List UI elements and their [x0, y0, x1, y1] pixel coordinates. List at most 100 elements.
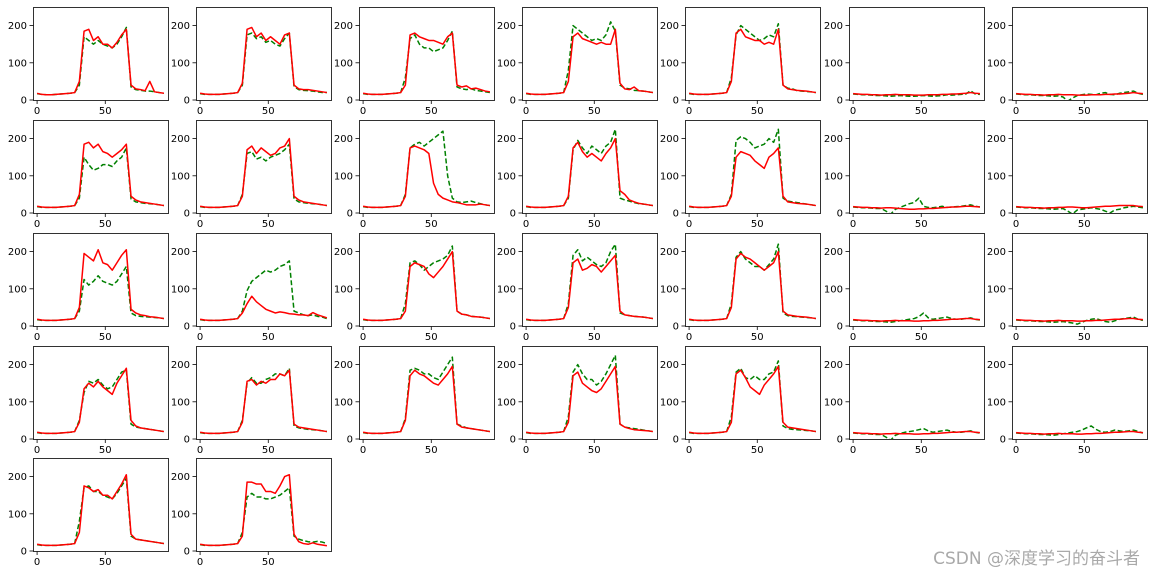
series-green: [525, 128, 654, 209]
series-green: [853, 427, 981, 439]
x-tick-label: 50: [425, 106, 438, 117]
x-tick-label: 50: [915, 106, 928, 117]
x-tick-label: 50: [262, 219, 275, 230]
x-tick-label: 50: [588, 219, 601, 230]
series-green: [362, 245, 491, 322]
x-tick-label: 0: [850, 445, 856, 456]
panel-19: 0 100 200 0 50: [660, 233, 821, 343]
series-red: [1016, 430, 1143, 435]
axes-frame: [685, 7, 821, 101]
x-tick-label: 0: [1013, 332, 1019, 343]
y-tick-label: 200: [334, 134, 353, 145]
panel-21: 0 100 200 0 50: [987, 233, 1148, 343]
series-green: [199, 260, 328, 322]
y-tick-label: 100: [8, 284, 27, 295]
y-tick-label: 200: [171, 21, 190, 32]
y-tick-label: 0: [1000, 209, 1006, 220]
panel-25: 0 100 200 0 50: [497, 346, 658, 456]
x-tick-label: 50: [915, 219, 928, 230]
panel-20: 0 100 200 0 50: [824, 233, 985, 343]
series-red: [1016, 91, 1143, 96]
y-tick-label: 200: [8, 360, 27, 371]
panel-24: 0 100 200 0 50: [334, 346, 495, 456]
panel-8: 0 100 200 0 50: [8, 120, 169, 230]
x-tick-label: 0: [360, 332, 366, 343]
y-tick-label: 0: [510, 96, 516, 107]
panel-10: 0 100 200 0 50: [334, 120, 495, 230]
x-tick-label: 0: [850, 219, 856, 230]
y-tick-label: 200: [8, 134, 27, 145]
x-tick-label: 50: [425, 445, 438, 456]
y-tick-label: 200: [987, 134, 1006, 145]
y-tick-label: 0: [510, 209, 516, 220]
x-tick-label: 50: [99, 557, 112, 568]
axes-frame: [849, 120, 985, 214]
panel-26: 0 100 200 0 50: [660, 346, 821, 456]
series-red: [853, 430, 980, 435]
panel-17: 0 100 200 0 50: [334, 233, 495, 343]
y-tick-label: 100: [334, 284, 353, 295]
axes-frame: [33, 458, 169, 552]
panel-4: 0 100 200 0 50: [497, 7, 658, 117]
y-tick-label: 100: [660, 58, 679, 69]
y-tick-label: 200: [334, 247, 353, 258]
x-tick-label: 0: [850, 106, 856, 117]
x-tick-label: 0: [1013, 106, 1019, 117]
panel-23: 0 100 200 0 50: [171, 346, 332, 456]
x-tick-label: 50: [1078, 332, 1091, 343]
y-tick-label: 200: [824, 134, 843, 145]
panel-27: 0 100 200 0 50: [824, 346, 985, 456]
y-tick-label: 100: [987, 284, 1006, 295]
y-tick-label: 0: [673, 96, 679, 107]
series-red: [688, 250, 817, 322]
panel-1: 0 100 200 0 50: [8, 7, 169, 117]
series-red: [1016, 317, 1143, 322]
series-red: [36, 367, 165, 435]
series-green: [199, 487, 328, 547]
y-tick-label: 100: [824, 58, 843, 69]
y-tick-label: 0: [21, 547, 27, 558]
y-tick-label: 0: [1000, 322, 1006, 333]
series-red: [525, 28, 654, 96]
x-tick-label: 0: [360, 106, 366, 117]
y-tick-label: 100: [8, 397, 27, 408]
series-red: [688, 28, 817, 96]
y-tick-label: 100: [334, 171, 353, 182]
y-tick-label: 200: [497, 21, 516, 32]
x-tick-label: 0: [1013, 445, 1019, 456]
panel-16: 0 100 200 0 50: [171, 233, 332, 343]
x-tick-label: 50: [588, 445, 601, 456]
series-red: [362, 365, 491, 435]
x-tick-label: 50: [1078, 445, 1091, 456]
axes-frame: [33, 346, 169, 440]
x-tick-label: 0: [686, 219, 692, 230]
y-tick-label: 0: [1000, 96, 1006, 107]
y-tick-label: 100: [8, 171, 27, 182]
y-tick-label: 100: [171, 171, 190, 182]
y-tick-label: 100: [660, 171, 679, 182]
y-tick-label: 100: [660, 397, 679, 408]
y-tick-label: 200: [660, 360, 679, 371]
y-tick-label: 100: [987, 58, 1006, 69]
panel-7: 0 100 200 0 50: [987, 7, 1148, 117]
watermark: CSDN @深度学习的奋斗者: [933, 549, 1140, 569]
series-green: [36, 265, 165, 322]
y-tick-label: 0: [673, 435, 679, 446]
y-tick-label: 100: [497, 397, 516, 408]
panel-5: 0 100 200 0 50: [660, 7, 821, 117]
x-tick-label: 50: [262, 106, 275, 117]
series-red: [853, 317, 980, 322]
y-tick-label: 200: [334, 360, 353, 371]
x-tick-label: 0: [1013, 219, 1019, 230]
series-green: [853, 312, 981, 324]
axes-frame: [849, 233, 985, 327]
y-tick-label: 200: [987, 247, 1006, 258]
y-tick-label: 0: [673, 322, 679, 333]
x-tick-label: 0: [197, 445, 203, 456]
y-tick-label: 0: [184, 322, 190, 333]
panel-18: 0 100 200 0 50: [497, 233, 658, 343]
y-tick-label: 0: [21, 96, 27, 107]
x-tick-label: 50: [588, 332, 601, 343]
y-tick-label: 0: [673, 209, 679, 220]
x-tick-label: 0: [686, 332, 692, 343]
